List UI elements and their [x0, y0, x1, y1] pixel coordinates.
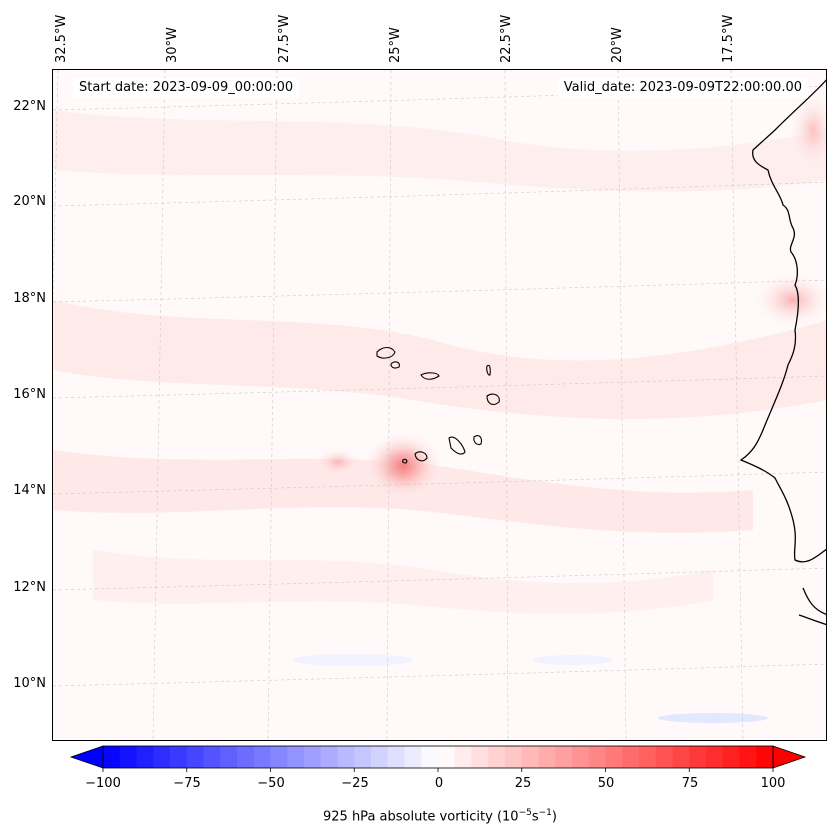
vorticity-maximum — [788, 90, 826, 170]
vorticity-maximum — [363, 432, 443, 500]
colorbar-segment — [354, 746, 372, 768]
colorbar-segment — [706, 746, 724, 768]
colorbar-segment — [756, 746, 774, 768]
colorbar-extend-min — [69, 745, 104, 769]
island-santo-antao — [376, 346, 396, 359]
lat-label-20n: 20°N — [13, 194, 46, 209]
colorbar-segment — [287, 746, 305, 768]
island-santiago — [448, 436, 466, 455]
island-fogo — [414, 451, 428, 462]
coastline — [739, 79, 826, 626]
lat-label-10n: 10°N — [13, 676, 46, 691]
colorbar-segment — [488, 746, 506, 768]
colorbar-segment — [454, 746, 472, 768]
positive-vorticity-band — [53, 110, 826, 192]
colorbar-segment — [404, 746, 422, 768]
island-sao-vicente — [390, 361, 400, 369]
colorbar-extend-max — [772, 745, 807, 769]
colorbar-segment — [153, 746, 171, 768]
colorbar-segment — [253, 746, 271, 768]
colorbar-segment — [320, 746, 338, 768]
colorbar-segment — [337, 746, 355, 768]
colorbar-segment — [471, 746, 489, 768]
colorbar-segment — [622, 746, 640, 768]
vorticity-field — [53, 90, 826, 723]
colorbar-segment — [136, 746, 154, 768]
graticule — [53, 70, 826, 740]
colorbar-segment — [119, 746, 137, 768]
lon-label-32-5w: 32.5°W — [54, 14, 69, 63]
colorbar-segment — [387, 746, 405, 768]
colorbar-tick-label: 0 — [434, 776, 444, 791]
colorbar-segment — [538, 746, 556, 768]
colorbar-tick-label: 100 — [760, 776, 786, 791]
negative-vorticity-patch — [533, 655, 613, 665]
colorbar-segment — [237, 746, 255, 768]
positive-vorticity-band — [53, 300, 826, 419]
colorbar-tick-label: −50 — [257, 776, 285, 791]
colorbar-segment — [421, 746, 439, 768]
colorbar-tick-label: −100 — [85, 776, 121, 791]
lat-label-14n: 14°N — [13, 483, 46, 498]
colorbar-segment — [605, 746, 623, 768]
lon-label-22-5w: 22.5°W — [499, 14, 514, 63]
colorbar-axis-label: 925 hPa absolute vorticity (10−5s−1) — [323, 808, 557, 825]
lon-label-20w: 20°W — [610, 27, 625, 63]
lat-label-16n: 16°N — [13, 387, 46, 402]
negative-vorticity-patch — [658, 713, 768, 723]
lon-label-27-5w: 27.5°W — [277, 14, 292, 63]
valid-date-label: Valid_date: 2023-09-09T22:00:00.00 — [557, 78, 808, 98]
vorticity-map — [53, 70, 826, 740]
colorbar-segment — [739, 746, 757, 768]
colorbar-segment — [521, 746, 539, 768]
colorbar-segment — [170, 746, 188, 768]
lat-label-22n: 22°N — [13, 99, 46, 114]
lat-label-12n: 12°N — [13, 580, 46, 595]
colorbar-tick-label: 75 — [681, 776, 699, 791]
colorbar-segment — [203, 746, 221, 768]
vorticity-maximum — [314, 448, 362, 476]
lon-label-17-5w: 17.5°W — [721, 14, 736, 63]
colorbar-segment — [103, 746, 121, 768]
island-maio — [473, 435, 482, 446]
colorbar-tick-label: −75 — [173, 776, 201, 791]
colorbar-segment — [689, 746, 707, 768]
african-coastline — [739, 79, 826, 563]
african-coastline — [802, 587, 826, 615]
colorbar-segment — [438, 746, 456, 768]
colorbar-segment — [270, 746, 288, 768]
lon-label-30w: 30°W — [165, 27, 180, 63]
colorbar-tick-label: 25 — [514, 776, 532, 791]
colorbar: −100 −75 −50 −25 0 25 50 75 100 925 hPa … — [0, 742, 837, 839]
colorbar-segment — [672, 746, 690, 768]
colorbar-segment — [371, 746, 389, 768]
colorbar-tick-label: 50 — [597, 776, 615, 791]
colorbar-segment — [572, 746, 590, 768]
negative-vorticity-patch — [293, 654, 413, 666]
lon-label-25w: 25°W — [388, 27, 403, 63]
vorticity-maximum — [753, 272, 826, 328]
colorbar-segment — [505, 746, 523, 768]
colorbar-bar — [69, 745, 807, 772]
colorbar-segment — [722, 746, 740, 768]
island-brava — [402, 458, 408, 464]
colorbar-segment — [555, 746, 573, 768]
colorbar-tick-label: −25 — [341, 776, 369, 791]
colorbar-segment — [639, 746, 657, 768]
colorbar-segment — [588, 746, 606, 768]
island-boa-vista — [486, 393, 500, 405]
colorbar-segment — [304, 746, 322, 768]
colorbar-segment — [220, 746, 238, 768]
positive-vorticity-band — [93, 550, 713, 614]
island-sao-nicolau — [420, 372, 440, 380]
map-panel[interactable]: Start date: 2023-09-09_00:00:00 Valid_da… — [52, 69, 827, 741]
colorbar-segment — [655, 746, 673, 768]
lat-label-18n: 18°N — [13, 291, 46, 306]
african-coastline — [798, 614, 826, 626]
cape-verde-islands — [376, 346, 500, 464]
island-sal — [486, 364, 491, 376]
start-date-label: Start date: 2023-09-09_00:00:00 — [73, 78, 300, 98]
colorbar-segment — [186, 746, 204, 768]
